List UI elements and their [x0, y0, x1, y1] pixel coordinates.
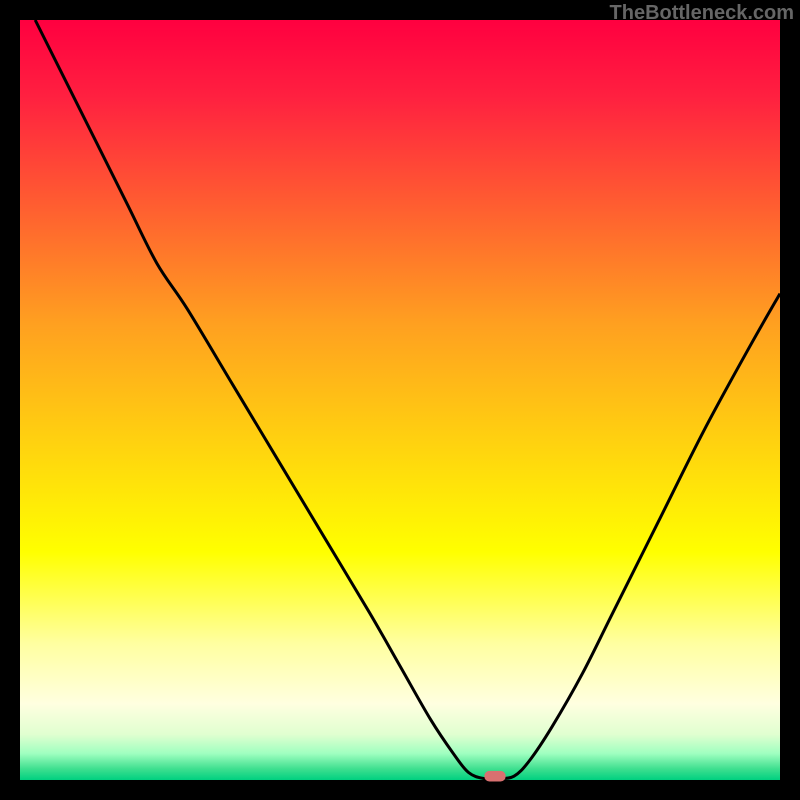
bottleneck-chart [0, 0, 800, 800]
watermark-text: TheBottleneck.com [610, 2, 794, 25]
chart-container: TheBottleneck.com [0, 0, 800, 800]
optimal-marker [484, 771, 505, 782]
